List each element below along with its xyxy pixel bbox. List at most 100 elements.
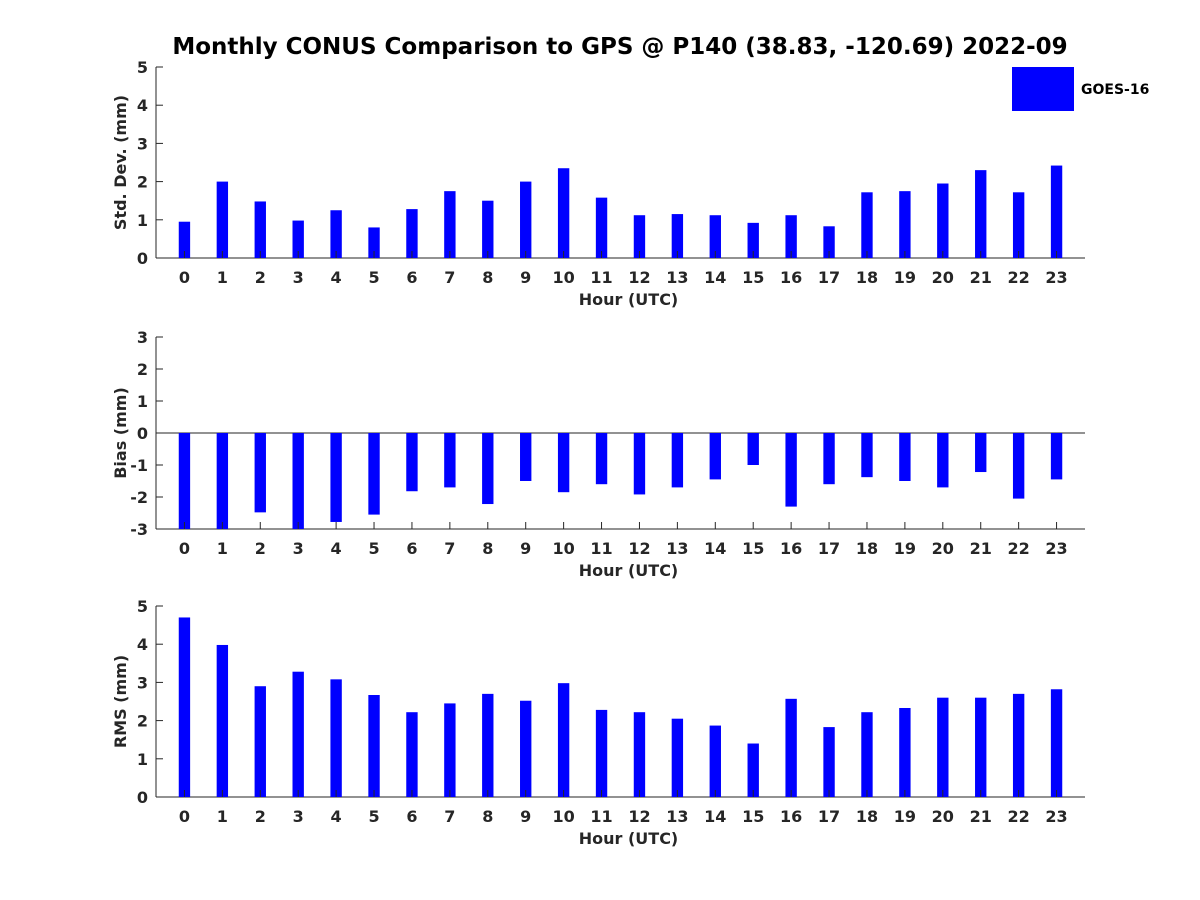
stddev-y-tick-label: 1: [137, 211, 148, 230]
stddev-bar: [330, 210, 342, 258]
stddev-x-tick-label: 14: [704, 268, 726, 287]
bias-bar: [595, 433, 608, 485]
bias-x-tick-label: 7: [444, 539, 455, 558]
rms-x-tick-label: 9: [520, 807, 531, 826]
bias-y-tick-label: 2: [137, 360, 148, 379]
stddev-x-tick-label: 9: [520, 268, 531, 287]
rms-x-tick-label: 0: [179, 807, 190, 826]
bias-bar: [444, 433, 456, 488]
rms-x-tick-label: 21: [970, 807, 992, 826]
stddev-x-tick-label: 20: [932, 268, 954, 287]
rms-bar: [216, 644, 229, 797]
bias-x-tick-label: 16: [780, 539, 802, 558]
rms-x-tick-label: 6: [406, 807, 417, 826]
stddev-y-tick-label: 2: [137, 173, 148, 192]
stddev-x-tick-label: 16: [780, 268, 802, 287]
stddev-bar: [520, 181, 532, 258]
rms-bar: [709, 725, 721, 797]
stddev-bar: [823, 226, 835, 258]
bias-x-tick-label: 21: [970, 539, 992, 558]
rms-bar: [482, 693, 494, 797]
bias-x-tick-label: 11: [590, 539, 612, 558]
rms-x-tick-label: 22: [1008, 807, 1030, 826]
rms-x-tick-label: 12: [628, 807, 650, 826]
bias-bar: [861, 433, 873, 478]
rms-bar: [444, 703, 456, 797]
rms-bar: [937, 697, 949, 797]
stddev-bar: [861, 192, 873, 258]
bias-bar: [823, 433, 835, 485]
stddev-bar: [937, 183, 949, 258]
stddev-bar: [747, 222, 759, 258]
rms-bar: [557, 683, 570, 797]
rms-x-tick-label: 4: [331, 807, 342, 826]
bias-bar: [368, 433, 380, 515]
stddev-bar: [368, 227, 380, 258]
stddev-bar: [1050, 165, 1063, 258]
bias-bar: [330, 433, 342, 522]
bias-bar: [899, 433, 911, 481]
rms-bar: [254, 686, 266, 797]
rms-y-tick-label: 4: [137, 635, 148, 654]
stddev-x-tick-label: 23: [1045, 268, 1067, 287]
rms-x-tick-label: 5: [368, 807, 379, 826]
rms-bar: [899, 707, 911, 797]
bias-x-tick-label: 3: [293, 539, 304, 558]
rms-x-tick-label: 23: [1045, 807, 1067, 826]
stddev-x-tick-label: 19: [894, 268, 916, 287]
rms-y-tick-label: 1: [137, 750, 148, 769]
bias-x-tick-label: 6: [406, 539, 417, 558]
rms-y-label: RMS (mm): [111, 655, 130, 748]
bias-x-tick-label: 8: [482, 539, 493, 558]
stddev-bar: [557, 168, 570, 258]
stddev-bar: [1012, 192, 1025, 258]
rms-bar: [785, 698, 797, 797]
bias-x-tick-label: 19: [894, 539, 916, 558]
bias-y-tick-label: 3: [137, 328, 148, 347]
stddev-bar: [975, 170, 987, 258]
stddev-x-tick-label: 3: [293, 268, 304, 287]
rms-bar: [1012, 693, 1025, 797]
bias-x-tick-label: 17: [818, 539, 840, 558]
stddev-bar: [671, 214, 684, 258]
bias-y-tick-label: 0: [137, 424, 148, 443]
bias-bar: [709, 433, 721, 480]
rms-x-tick-label: 10: [552, 807, 574, 826]
bias-bar: [937, 433, 949, 488]
rms-bar: [406, 712, 418, 797]
rms-y-tick-label: 5: [137, 597, 148, 616]
stddev-y-tick-label: 3: [137, 134, 148, 153]
bias-bar: [1012, 433, 1025, 499]
bias-bar: [216, 433, 229, 529]
rms-bar: [292, 671, 304, 797]
stddev-bar: [899, 191, 911, 258]
bias-x-label: Hour (UTC): [579, 561, 679, 580]
bias-x-tick-label: 4: [331, 539, 342, 558]
rms-x-tick-label: 2: [255, 807, 266, 826]
stddev-y-tick-label: 4: [137, 96, 148, 115]
bias-x-tick-label: 9: [520, 539, 531, 558]
bias-bar: [406, 433, 418, 492]
bias-bar: [557, 433, 570, 493]
rms-x-tick-label: 8: [482, 807, 493, 826]
stddev-x-tick-label: 5: [368, 268, 379, 287]
legend-swatch: [1012, 67, 1074, 111]
rms-x-tick-label: 1: [217, 807, 228, 826]
rms-bar: [595, 709, 608, 797]
rms-x-label: Hour (UTC): [579, 829, 679, 848]
rms-x-tick-label: 14: [704, 807, 726, 826]
bias-x-tick-label: 1: [217, 539, 228, 558]
bias-bar: [178, 433, 191, 529]
chart-title: Monthly CONUS Comparison to GPS @ P140 (…: [172, 34, 1067, 60]
rms-bar: [747, 743, 759, 797]
bias-x-tick-label: 14: [704, 539, 726, 558]
rms-x-tick-label: 3: [293, 807, 304, 826]
rms-bar: [330, 679, 342, 797]
stddev-x-tick-label: 7: [444, 268, 455, 287]
bias-bar: [254, 433, 266, 513]
rms-y-tick-label: 3: [137, 673, 148, 692]
stddev-x-tick-label: 8: [482, 268, 493, 287]
rms-x-tick-label: 15: [742, 807, 764, 826]
